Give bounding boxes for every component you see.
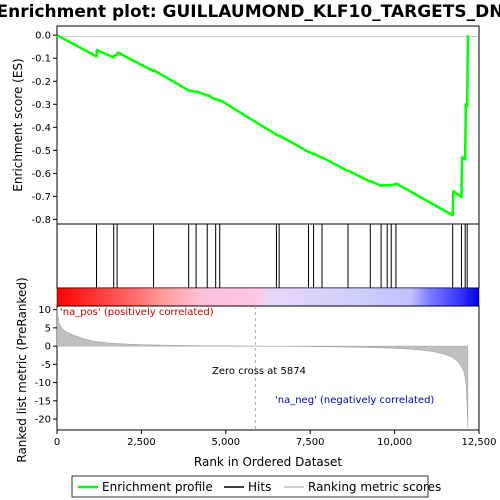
x-tick-label: 7,500 (296, 437, 325, 448)
legend-metric-label: Ranking metric scores (308, 480, 441, 494)
es-y-tick-label: -0.6 (31, 169, 51, 180)
hits-panel-frame (56, 223, 480, 289)
metric-panel-frame (56, 305, 480, 431)
ranking-metric-area (56, 307, 469, 429)
x-tick-label: 12,500 (462, 437, 497, 448)
es-y-ticks: 0.0 -0.1 -0.2 -0.3 -0.4 -0.5 -0.6 -0.7 -0.8 (31, 31, 57, 226)
metric-y-tick-label: 10 (38, 305, 51, 316)
x-tick-label: 5,000 (211, 437, 240, 448)
es-y-tick-label: -0.2 (31, 77, 51, 88)
metric-y-tick-label: -10 (35, 378, 51, 389)
negative-correlation-label: 'na_neg' (negatively correlated) (275, 395, 434, 406)
x-axis-ticks: 0 2,500 5,000 7,500 10,000 12,500 (54, 430, 497, 448)
metric-y-tick-label: -20 (35, 415, 51, 426)
metric-y-tick-label: 5 (45, 323, 51, 334)
es-y-tick-label: -0.3 (31, 100, 51, 111)
rank-color-bar (56, 287, 480, 307)
chart-title: Enrichment plot: GUILLAUMOND_KLF10_TARGE… (0, 2, 500, 22)
es-y-tick-label: 0.0 (35, 31, 51, 42)
metric-y-ticks: 10 5 0 -5 -10 -15 -20 (35, 305, 57, 426)
x-tick-label: 10,000 (377, 437, 412, 448)
metric-y-axis-label: Ranked list metric (PreRanked) (15, 277, 29, 462)
zero-cross-label: Zero cross at 5874 (212, 366, 306, 377)
metric-y-tick-label: -15 (35, 396, 51, 407)
x-tick-label: 2,500 (127, 437, 156, 448)
es-y-axis-label: Enrichment score (ES) (11, 58, 25, 191)
x-tick-label: 0 (54, 437, 60, 448)
metric-y-tick-label: 0 (45, 342, 51, 353)
legend-hits-label: Hits (248, 480, 271, 494)
es-y-tick-label: -0.4 (31, 123, 51, 134)
hits-group (95, 224, 468, 288)
es-y-tick-label: -0.7 (31, 192, 51, 203)
es-y-tick-label: -0.5 (31, 146, 51, 157)
positive-correlation-label: 'na_pos' (positively correlated) (60, 307, 214, 318)
legend-enrichment-label: Enrichment profile (102, 480, 213, 494)
legend-box (71, 475, 429, 498)
x-axis-label: Rank in Ordered Dataset (194, 455, 342, 469)
es-y-tick-label: -0.8 (31, 215, 51, 226)
enrichment-profile-line (56, 34, 470, 217)
metric-y-tick-label: -5 (41, 360, 51, 371)
es-y-tick-label: -0.1 (31, 54, 51, 65)
